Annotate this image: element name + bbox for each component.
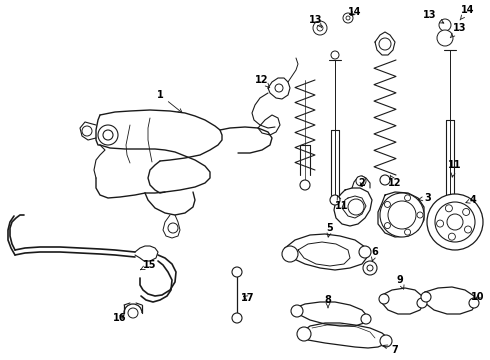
Circle shape [291, 305, 303, 317]
Circle shape [437, 220, 443, 227]
Text: 9: 9 [396, 275, 404, 289]
Circle shape [405, 195, 411, 201]
Circle shape [330, 195, 340, 205]
Text: 3: 3 [418, 193, 431, 203]
Circle shape [445, 205, 452, 212]
Circle shape [98, 125, 118, 145]
Circle shape [275, 84, 283, 92]
Circle shape [343, 13, 353, 23]
Text: 5: 5 [327, 223, 333, 237]
Circle shape [445, 195, 455, 205]
Circle shape [385, 201, 391, 207]
Circle shape [435, 202, 475, 242]
Text: 12: 12 [255, 75, 270, 88]
Circle shape [385, 222, 391, 229]
Circle shape [356, 176, 366, 186]
Circle shape [437, 30, 453, 46]
Text: 13: 13 [309, 15, 323, 28]
Circle shape [380, 335, 392, 347]
Circle shape [469, 298, 479, 308]
Text: 15: 15 [141, 260, 157, 270]
Circle shape [463, 208, 469, 216]
Text: 6: 6 [371, 247, 378, 261]
Text: 16: 16 [113, 313, 127, 323]
Text: 12: 12 [388, 175, 402, 188]
Text: 11: 11 [335, 195, 349, 211]
Text: 13: 13 [423, 10, 444, 23]
Circle shape [317, 25, 323, 31]
Circle shape [367, 265, 373, 271]
Circle shape [297, 327, 311, 341]
Circle shape [313, 21, 327, 35]
Circle shape [448, 233, 455, 240]
Circle shape [465, 226, 471, 233]
Text: 10: 10 [471, 292, 485, 302]
Circle shape [363, 261, 377, 275]
Circle shape [421, 292, 431, 302]
Circle shape [439, 19, 451, 31]
Circle shape [417, 212, 423, 218]
Circle shape [168, 223, 178, 233]
Circle shape [388, 201, 416, 229]
Circle shape [232, 313, 242, 323]
Circle shape [232, 267, 242, 277]
Circle shape [300, 180, 310, 190]
Circle shape [427, 194, 483, 250]
Text: 13: 13 [450, 23, 467, 38]
Text: 1: 1 [157, 90, 182, 113]
Circle shape [103, 130, 113, 140]
Circle shape [405, 229, 411, 235]
Circle shape [361, 314, 371, 324]
Text: 7: 7 [384, 345, 398, 355]
Text: 4: 4 [466, 195, 476, 205]
Circle shape [282, 246, 298, 262]
Text: 11: 11 [448, 160, 462, 177]
Circle shape [380, 175, 390, 185]
Circle shape [331, 51, 339, 59]
Circle shape [346, 16, 350, 20]
Circle shape [82, 126, 92, 136]
Text: 14: 14 [348, 7, 362, 17]
Circle shape [359, 246, 371, 258]
Circle shape [379, 38, 391, 50]
Circle shape [379, 294, 389, 304]
Circle shape [380, 193, 424, 237]
Text: 2: 2 [359, 178, 366, 188]
Circle shape [417, 298, 427, 308]
Text: 17: 17 [241, 293, 255, 303]
Circle shape [447, 214, 463, 230]
Text: 8: 8 [324, 295, 331, 308]
Circle shape [348, 199, 364, 215]
Text: 14: 14 [460, 5, 475, 20]
Circle shape [128, 308, 138, 318]
